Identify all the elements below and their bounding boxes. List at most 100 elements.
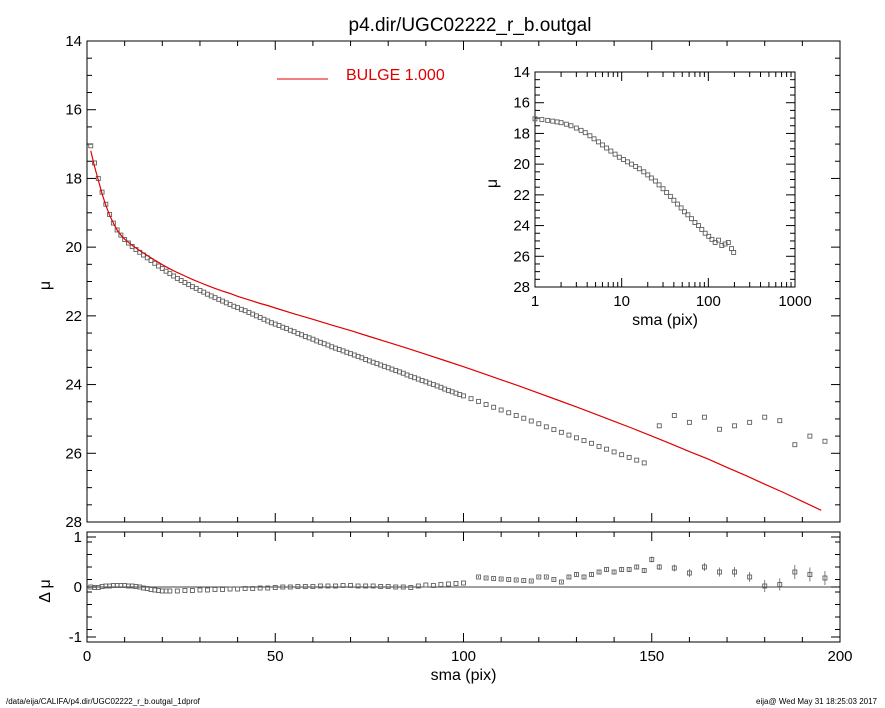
data-point: [604, 145, 610, 151]
data-point: [272, 585, 278, 590]
data-point: [110, 220, 116, 226]
data-point: [626, 454, 632, 460]
data-point: [566, 574, 572, 580]
data-point: [578, 127, 584, 133]
x-axis-label: sma (pix): [431, 667, 497, 684]
data-point: [616, 154, 622, 160]
data-point: [573, 125, 579, 131]
data-point: [461, 393, 466, 399]
data-point: [807, 433, 813, 439]
data-point: [212, 587, 218, 592]
data-point: [385, 584, 391, 589]
data-point: [619, 452, 625, 458]
data-point: [732, 569, 738, 575]
data-point: [777, 582, 783, 587]
data-point: [88, 143, 94, 149]
data-point: [731, 249, 737, 255]
y-tick-label: 28: [65, 514, 82, 531]
model-line: [90, 150, 822, 511]
data-point: [333, 583, 338, 589]
data-point: [491, 576, 497, 581]
x-tick-label: 150: [639, 648, 664, 665]
data-point: [608, 148, 614, 154]
data-point: [581, 574, 587, 580]
data-point: [619, 567, 625, 572]
y-tick-label: 24: [513, 218, 530, 235]
y-tick-label: 18: [65, 170, 82, 187]
y-tick-label: 26: [65, 445, 82, 462]
y-tick-label: 20: [513, 156, 530, 173]
data-point: [287, 584, 293, 590]
data-point: [685, 212, 691, 218]
data-point: [611, 569, 617, 575]
data-point: [641, 460, 647, 466]
data-point: [438, 582, 444, 587]
data-point: [122, 237, 128, 243]
data-point: [732, 423, 738, 429]
data-point: [641, 568, 647, 573]
x-tick-label: 200: [827, 648, 852, 665]
data-point: [566, 432, 572, 438]
y-tick-label: 28: [513, 279, 530, 296]
data-point: [568, 123, 574, 129]
data-point: [543, 574, 549, 580]
data-point: [363, 583, 369, 589]
x-tick-label: 0: [83, 648, 91, 665]
data-point: [696, 223, 701, 229]
data-point: [558, 579, 564, 585]
data-point: [543, 424, 549, 430]
data-point: [634, 564, 640, 570]
data-point: [641, 169, 647, 175]
data-point: [506, 577, 512, 582]
data-point: [189, 588, 195, 593]
data-point: [295, 584, 301, 589]
data-point: [674, 201, 680, 207]
data-point: [125, 240, 131, 246]
data-point: [445, 581, 451, 587]
y-tick-label: 14: [513, 64, 530, 81]
data-point: [302, 584, 308, 589]
data-point: [671, 413, 677, 418]
data-point: [652, 178, 658, 184]
y-tick-label: -1: [69, 629, 82, 646]
data-point: [716, 237, 721, 243]
data-point: [634, 457, 640, 463]
data-point: [348, 583, 353, 588]
data-point: [310, 584, 316, 589]
y-tick-label: 20: [65, 239, 82, 256]
data-point: [257, 585, 263, 591]
data-point: [747, 574, 753, 580]
y-tick-label: 22: [65, 308, 82, 325]
data-point: [686, 570, 692, 576]
data-point: [513, 577, 519, 583]
data-point: [692, 220, 698, 225]
footer-timestamp: eija@ Wed May 31 18:25:03 2017: [756, 697, 877, 706]
x-tick-label: 1: [531, 293, 539, 310]
legend: BULGE 1.000: [277, 67, 445, 84]
data-point: [159, 265, 165, 271]
data-point: [822, 438, 828, 444]
data-point: [686, 419, 692, 425]
data-point: [370, 583, 376, 589]
data-point: [551, 577, 557, 582]
data-point: [498, 576, 504, 582]
data-point: [468, 396, 474, 402]
data-point: [648, 175, 654, 181]
data-point: [626, 567, 632, 572]
data-point: [612, 151, 618, 157]
data-point: [587, 133, 593, 139]
data-point: [483, 402, 489, 407]
data-point: [118, 232, 124, 238]
data-point: [762, 583, 768, 589]
data-point: [574, 435, 579, 441]
data-point: [476, 574, 482, 580]
data-point: [265, 585, 271, 591]
data-point: [167, 588, 173, 594]
data-point: [822, 575, 828, 581]
data-point: [599, 142, 605, 148]
data-point: [678, 205, 684, 211]
data-point: [148, 258, 154, 263]
data-point: [574, 572, 579, 577]
